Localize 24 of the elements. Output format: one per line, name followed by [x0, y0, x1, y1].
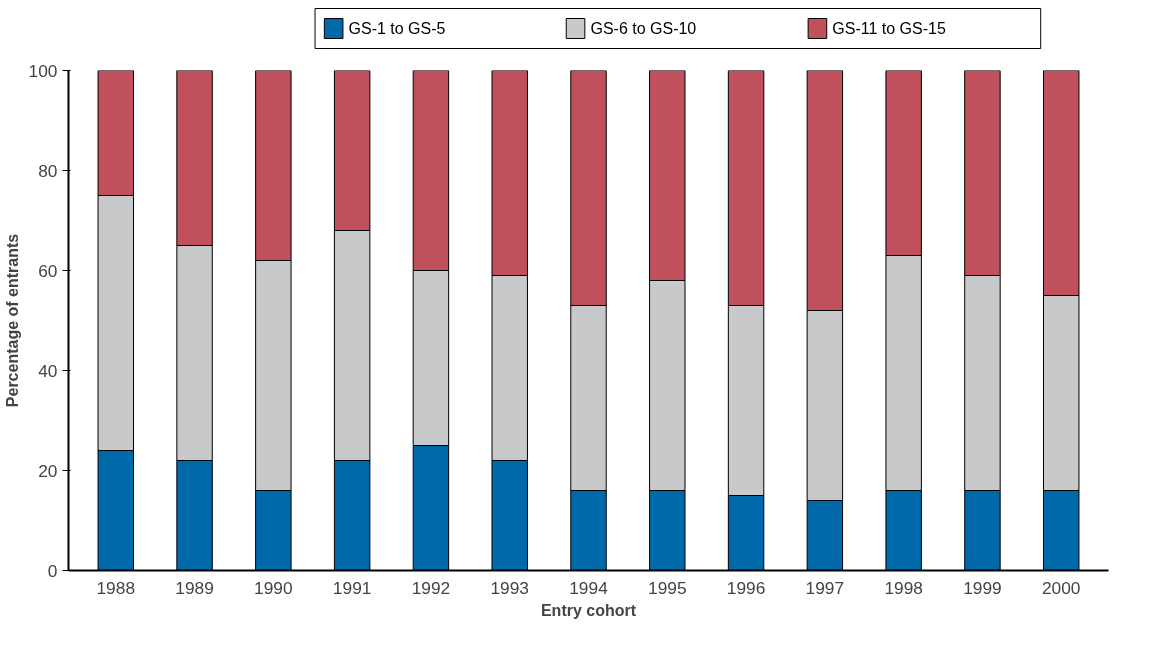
y-tick-label: 80: [38, 160, 58, 181]
y-tick-label: 100: [28, 60, 58, 81]
x-tick-label: 1992: [411, 577, 451, 598]
x-tick-label: 1998: [884, 577, 923, 598]
x-tick-label: 1995: [648, 577, 687, 598]
x-tick-label: 1988: [96, 577, 136, 598]
y-tick-label: 40: [38, 360, 58, 381]
legend-label: GS-6 to GS-10: [590, 20, 697, 37]
x-tick-label: 1989: [175, 577, 214, 598]
y-axis-title: Percentage of entrants: [3, 233, 21, 408]
y-tick-label: 0: [47, 560, 58, 581]
x-tick-label: 1990: [254, 577, 293, 598]
y-tick-label: 20: [38, 460, 58, 481]
x-tick-label: 1991: [332, 577, 372, 598]
x-tick-label: 1997: [805, 577, 845, 598]
x-tick-label: 1994: [569, 577, 609, 598]
legend-label: GS-11 to GS-15: [832, 20, 946, 37]
x-tick-label: 1993: [490, 577, 529, 598]
x-tick-label: 1999: [963, 577, 1002, 598]
x-tick-label: 1996: [726, 577, 766, 598]
x-axis-title: Entry cohort: [540, 601, 637, 619]
legend-label: GS-1 to GS-5: [348, 20, 446, 37]
y-tick-label: 60: [38, 260, 58, 281]
x-tick-label: 2000: [1041, 577, 1081, 598]
